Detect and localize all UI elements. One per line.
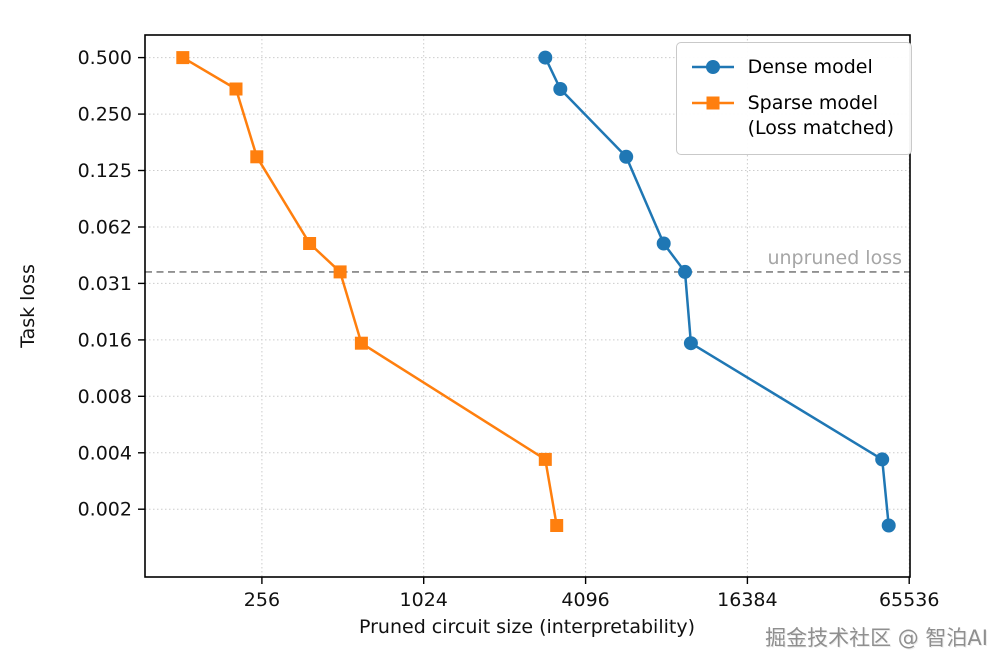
y-tick-label: 0.250 bbox=[78, 104, 132, 126]
x-tick-label: 1024 bbox=[400, 589, 448, 611]
legend-label-sparse-line1: Sparse model bbox=[747, 91, 878, 114]
y-tick-label: 0.062 bbox=[78, 217, 132, 239]
dense-model-swatch-icon bbox=[691, 60, 734, 74]
legend-entry-dense: Dense model bbox=[690, 55, 894, 81]
data-point-dense bbox=[881, 518, 896, 533]
data-point-dense bbox=[538, 50, 553, 65]
series-line-dense bbox=[544, 57, 890, 526]
data-point-sparse bbox=[333, 265, 347, 279]
data-point-sparse bbox=[550, 519, 564, 532]
x-tick-label: 256 bbox=[244, 589, 280, 611]
plot-border bbox=[144, 34, 911, 578]
data-point-dense bbox=[619, 149, 634, 164]
dense-swatch-circle-icon bbox=[705, 60, 720, 74]
sparse-swatch-square-icon bbox=[706, 96, 720, 110]
sparse-model-swatch-icon bbox=[691, 96, 734, 110]
legend-label-sparse: Sparse model (Loss matched) bbox=[748, 91, 894, 142]
data-point-dense bbox=[683, 336, 698, 351]
y-tick-label: 0.031 bbox=[78, 273, 132, 295]
data-point-sparse bbox=[250, 150, 264, 164]
x-tick-label: 16384 bbox=[717, 589, 777, 611]
data-point-dense bbox=[553, 82, 568, 96]
data-point-dense bbox=[875, 452, 890, 467]
legend-entry-sparse: Sparse model (Loss matched) bbox=[690, 91, 894, 142]
x-tick-label: 4096 bbox=[561, 589, 609, 611]
data-point-sparse bbox=[303, 237, 317, 250]
y-tick-label: 0.008 bbox=[78, 386, 132, 408]
data-point-sparse bbox=[229, 82, 243, 96]
data-point-sparse bbox=[538, 452, 552, 466]
watermark: 掘金技术社区 @ 智泊AI bbox=[765, 626, 988, 650]
data-point-dense bbox=[678, 264, 692, 279]
y-tick-label: 0.004 bbox=[78, 442, 132, 464]
x-axis-label: Pruned circuit size (interpretability) bbox=[359, 616, 695, 638]
y-tick-label: 0.002 bbox=[78, 499, 132, 521]
y-tick-label: 0.125 bbox=[78, 160, 132, 182]
data-point-dense bbox=[656, 236, 671, 251]
legend-label-dense: Dense model bbox=[747, 56, 873, 78]
series-line-sparse bbox=[182, 56, 558, 526]
legend-label-sparse-line2: (Loss matched) bbox=[747, 117, 894, 140]
data-point-sparse bbox=[354, 336, 368, 350]
x-tick-label: 65536 bbox=[879, 589, 939, 611]
y-tick-label: 0.500 bbox=[78, 47, 132, 69]
y-axis-label: Task loss bbox=[17, 264, 39, 348]
unpruned-loss-label: unpruned loss bbox=[767, 247, 902, 269]
data-point-sparse bbox=[176, 51, 190, 65]
y-tick-label: 0.016 bbox=[78, 329, 132, 351]
legend: Dense model Sparse model (Loss matched) bbox=[675, 42, 912, 155]
